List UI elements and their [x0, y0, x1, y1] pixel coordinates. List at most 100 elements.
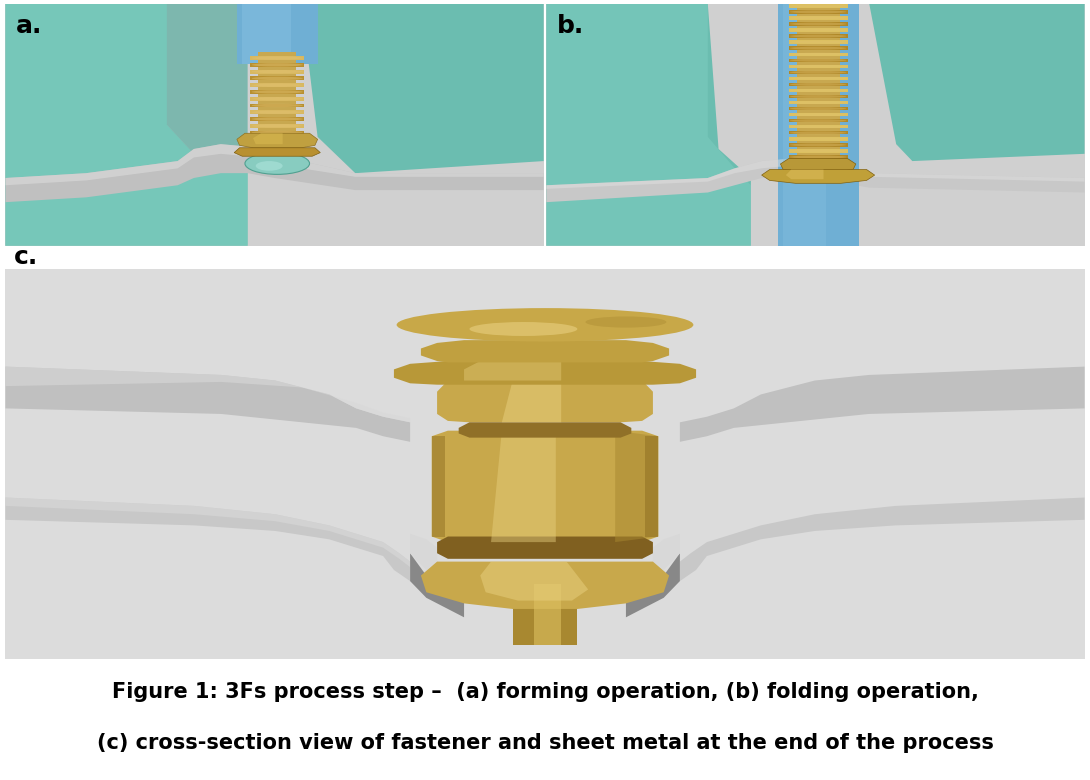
Bar	[251, 104, 304, 108]
Bar	[788, 107, 848, 110]
Ellipse shape	[252, 63, 303, 66]
Polygon shape	[393, 361, 697, 385]
Ellipse shape	[790, 89, 847, 92]
Polygon shape	[615, 431, 658, 542]
Bar	[788, 101, 848, 105]
Bar	[788, 4, 848, 8]
Ellipse shape	[790, 47, 847, 50]
Ellipse shape	[256, 161, 282, 171]
Bar	[788, 28, 848, 32]
Bar	[251, 97, 304, 101]
Ellipse shape	[252, 76, 303, 80]
Polygon shape	[167, 4, 247, 168]
Polygon shape	[869, 4, 1085, 161]
Ellipse shape	[790, 29, 847, 31]
Bar	[788, 52, 848, 56]
Polygon shape	[645, 436, 658, 537]
Bar	[783, 4, 826, 246]
Polygon shape	[421, 562, 669, 609]
Polygon shape	[5, 498, 410, 581]
Polygon shape	[5, 144, 544, 186]
Ellipse shape	[252, 104, 303, 107]
Bar	[237, 4, 317, 64]
Ellipse shape	[790, 65, 847, 68]
Text: (c) cross-section view of fastener and sheet metal at the end of the process: (c) cross-section view of fastener and s…	[97, 733, 993, 753]
Ellipse shape	[397, 308, 693, 342]
Bar	[788, 16, 848, 20]
Polygon shape	[432, 436, 445, 537]
Polygon shape	[421, 340, 669, 363]
Bar	[788, 58, 848, 62]
Ellipse shape	[790, 150, 847, 152]
Ellipse shape	[790, 155, 847, 158]
Bar	[797, 4, 839, 161]
Ellipse shape	[252, 70, 303, 73]
Bar	[788, 113, 848, 116]
Bar	[251, 130, 304, 134]
Bar	[788, 155, 848, 158]
Ellipse shape	[790, 71, 847, 74]
Bar	[788, 47, 848, 50]
Bar	[788, 149, 848, 153]
Ellipse shape	[790, 131, 847, 134]
Bar	[788, 144, 848, 147]
Bar	[788, 41, 848, 44]
Polygon shape	[5, 144, 544, 202]
Polygon shape	[5, 367, 410, 422]
Ellipse shape	[585, 317, 666, 328]
Bar	[788, 10, 848, 13]
Ellipse shape	[252, 117, 303, 121]
Polygon shape	[626, 542, 680, 617]
Polygon shape	[410, 534, 437, 570]
Ellipse shape	[790, 126, 847, 128]
Ellipse shape	[252, 97, 303, 101]
Ellipse shape	[790, 107, 847, 110]
Bar	[251, 69, 304, 73]
Polygon shape	[410, 542, 464, 617]
Polygon shape	[5, 367, 410, 441]
Ellipse shape	[245, 153, 310, 175]
Bar	[788, 23, 848, 26]
Polygon shape	[459, 422, 631, 438]
Polygon shape	[546, 158, 1085, 189]
Bar	[788, 65, 848, 68]
Ellipse shape	[790, 53, 847, 55]
Bar	[251, 63, 304, 67]
Ellipse shape	[790, 41, 847, 44]
Bar	[788, 131, 848, 134]
Polygon shape	[234, 147, 320, 156]
Ellipse shape	[790, 5, 847, 7]
Bar	[251, 110, 304, 114]
Ellipse shape	[790, 23, 847, 26]
Ellipse shape	[790, 144, 847, 147]
Bar	[788, 34, 848, 37]
Bar	[251, 76, 304, 80]
Ellipse shape	[790, 16, 847, 20]
Bar	[788, 71, 848, 74]
Bar	[788, 76, 848, 80]
Polygon shape	[680, 498, 1085, 581]
Bar	[788, 137, 848, 140]
Polygon shape	[653, 534, 680, 570]
Ellipse shape	[470, 322, 578, 336]
Text: a.: a.	[16, 13, 43, 37]
Polygon shape	[464, 361, 561, 381]
Ellipse shape	[790, 95, 847, 98]
Polygon shape	[501, 381, 561, 422]
Polygon shape	[5, 4, 247, 246]
Ellipse shape	[790, 101, 847, 104]
Polygon shape	[490, 431, 556, 542]
Bar	[251, 117, 304, 121]
Bar	[788, 119, 848, 122]
Bar	[242, 4, 291, 64]
Bar	[788, 95, 848, 98]
Bar	[788, 125, 848, 129]
Polygon shape	[5, 4, 247, 246]
Polygon shape	[302, 4, 544, 173]
Polygon shape	[437, 537, 653, 558]
Ellipse shape	[790, 34, 847, 37]
Polygon shape	[5, 498, 410, 581]
Polygon shape	[546, 158, 1085, 202]
Polygon shape	[762, 169, 874, 183]
Bar	[251, 90, 304, 94]
